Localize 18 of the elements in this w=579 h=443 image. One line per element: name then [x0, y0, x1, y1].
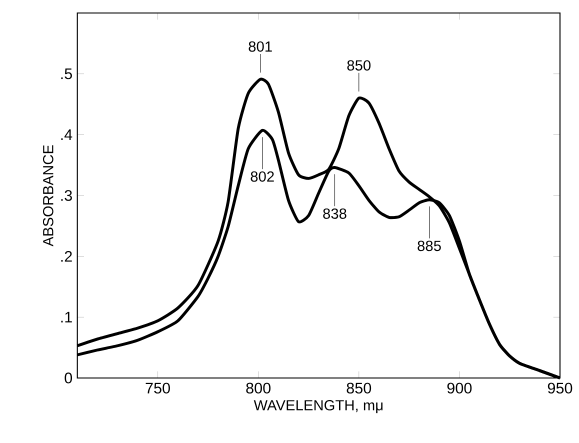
y-tick-label: .1 [61, 312, 72, 322]
annotation: 802 [250, 171, 274, 182]
annotation: 838 [323, 208, 346, 219]
x-axis-title: WAVELENGTH, mμ [254, 400, 383, 414]
y-tick-label: .3 [61, 190, 72, 201]
x-tick-label: 750 [146, 382, 170, 394]
x-tick-label: 800 [246, 382, 271, 394]
y-tick-label: 0 [64, 372, 72, 384]
y-axis-title: ABSORBANCE [42, 145, 54, 246]
y-tick-label: .5 [61, 68, 72, 80]
x-tick-label: 900 [447, 382, 472, 394]
annotation: 850 [347, 60, 371, 71]
x-tick-label: 850 [346, 382, 372, 394]
annotation: 801 [248, 41, 272, 52]
annotation: 885 [418, 240, 441, 252]
y-tick-label: .2 [61, 250, 72, 262]
y-tick-label: .4 [61, 129, 72, 140]
x-tick-label: 950 [548, 382, 572, 394]
